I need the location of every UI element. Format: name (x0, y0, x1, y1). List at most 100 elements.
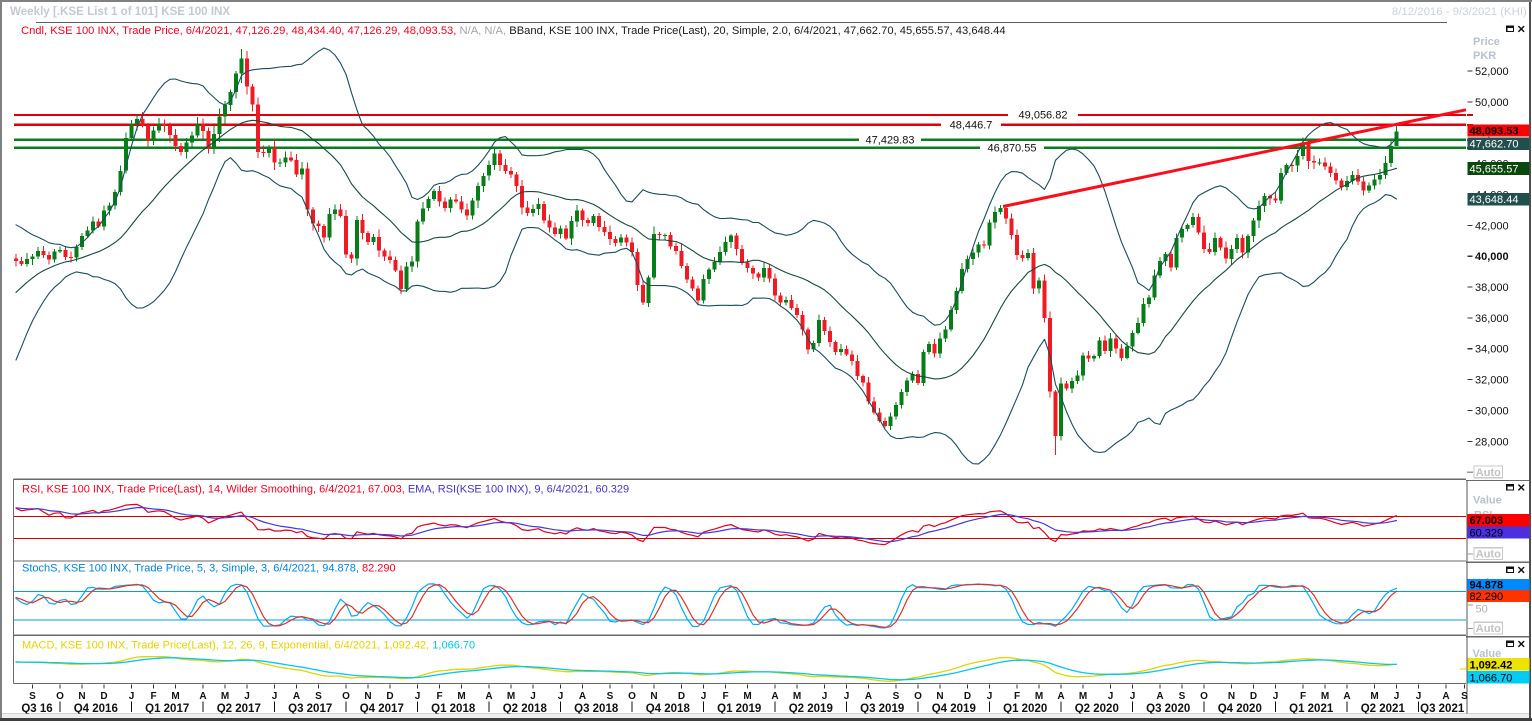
svg-text:A: A (485, 691, 492, 702)
svg-text:A: A (1343, 691, 1350, 702)
svg-text:O: O (1200, 691, 1208, 702)
svg-text:J: J (415, 691, 421, 702)
svg-text:Q3 2017: Q3 2017 (288, 703, 332, 715)
svg-text:Q2 2018: Q2 2018 (503, 703, 548, 715)
svg-text:Weekly [.KSE List 1 of 101] KS: Weekly [.KSE List 1 of 101] KSE 100 INX (10, 5, 230, 18)
svg-text:Q4 2019: Q4 2019 (932, 703, 976, 715)
svg-text:S: S (1461, 691, 1468, 702)
svg-text:RSI, KSE 100 INX, Trade Price(: RSI, KSE 100 INX, Trade Price(Last), 14,… (22, 484, 629, 496)
svg-text:A: A (1156, 691, 1163, 702)
svg-text:Q4 2020: Q4 2020 (1218, 703, 1262, 715)
svg-text:Q2 2019: Q2 2019 (789, 703, 833, 715)
svg-text:Q2 2021: Q2 2021 (1361, 703, 1406, 715)
svg-text:N: N (1228, 691, 1235, 702)
svg-text:J: J (558, 691, 564, 702)
svg-text:N: N (650, 691, 657, 702)
svg-text:A: A (199, 691, 206, 702)
svg-text:36,000: 36,000 (1475, 313, 1509, 325)
svg-text:D: D (1250, 691, 1257, 702)
svg-text:J: J (1416, 691, 1422, 702)
svg-text:F: F (1014, 691, 1020, 702)
svg-text:Auto: Auto (1476, 623, 1501, 635)
svg-text:A: A (1057, 691, 1064, 702)
svg-text:J: J (244, 691, 250, 702)
svg-text:Cndl, KSE 100 INX, Trade Price: Cndl, KSE 100 INX, Trade Price, 6/4/2021… (21, 25, 1006, 37)
svg-text:38,000: 38,000 (1475, 282, 1509, 294)
svg-text:F: F (150, 691, 156, 702)
svg-text:J: J (272, 691, 278, 702)
svg-text:A: A (293, 691, 300, 702)
svg-text:32,000: 32,000 (1475, 375, 1509, 387)
svg-text:F: F (722, 691, 728, 702)
svg-text:J: J (822, 691, 828, 702)
svg-text:48,093.53: 48,093.53 (1470, 126, 1519, 138)
svg-text:49,056.82: 49,056.82 (1019, 110, 1068, 122)
svg-text:N: N (78, 691, 85, 702)
svg-text:D: D (100, 691, 107, 702)
svg-text:47,662.70: 47,662.70 (1470, 139, 1519, 151)
svg-text:M: M (457, 691, 465, 702)
svg-text:Q3 2019: Q3 2019 (860, 703, 904, 715)
svg-text:Q1 2021: Q1 2021 (1289, 703, 1334, 715)
svg-text:M: M (171, 691, 179, 702)
svg-text:F: F (1300, 691, 1306, 702)
svg-text:A: A (771, 691, 778, 702)
svg-text:46,870.55: 46,870.55 (988, 142, 1037, 154)
svg-text:M: M (1079, 691, 1087, 702)
svg-text:40,000: 40,000 (1475, 251, 1509, 263)
svg-text:Q1 2017: Q1 2017 (145, 703, 189, 715)
svg-text:N: N (364, 691, 371, 702)
svg-text:J: J (129, 691, 135, 702)
svg-text:S: S (1179, 691, 1186, 702)
svg-text:Value: Value (1473, 495, 1502, 507)
svg-text:Auto: Auto (1476, 549, 1501, 561)
svg-text:52,000: 52,000 (1475, 66, 1509, 78)
svg-text:O: O (628, 691, 636, 702)
svg-text:Q2 2017: Q2 2017 (217, 703, 261, 715)
svg-text:N: N (936, 691, 943, 702)
svg-text:F: F (436, 691, 442, 702)
svg-text:1,092.42: 1,092.42 (1470, 659, 1513, 671)
svg-text:Q1 2018: Q1 2018 (431, 703, 476, 715)
svg-text:D: D (386, 691, 393, 702)
svg-text:Auto: Auto (1476, 467, 1501, 479)
svg-text:A: A (865, 691, 872, 702)
svg-text:S: S (893, 691, 900, 702)
svg-text:O: O (914, 691, 922, 702)
svg-text:M: M (1321, 691, 1329, 702)
svg-text:1,066.70: 1,066.70 (1470, 672, 1513, 684)
svg-text:D: D (678, 691, 685, 702)
svg-text:Price: Price (1473, 36, 1500, 48)
svg-text:Value: Value (1473, 648, 1502, 660)
svg-text:M: M (793, 691, 801, 702)
svg-text:Q4 2016: Q4 2016 (74, 703, 118, 715)
svg-text:45,655.57: 45,655.57 (1470, 164, 1519, 176)
svg-text:28,000: 28,000 (1475, 436, 1509, 448)
svg-text:Q3 16: Q3 16 (21, 703, 52, 715)
svg-text:Q2 2020: Q2 2020 (1075, 703, 1119, 715)
svg-text:Q1 2019: Q1 2019 (717, 703, 761, 715)
svg-text:J: J (844, 691, 850, 702)
svg-text:8/12/2016 - 9/3/2021 (KHI): 8/12/2016 - 9/3/2021 (KHI) (1392, 6, 1527, 18)
svg-text:Q3 2018: Q3 2018 (574, 703, 619, 715)
svg-text:S: S (29, 691, 36, 702)
svg-text:StochS, KSE 100 INX, Trade Pri: StochS, KSE 100 INX, Trade Price, 5, 3, … (22, 563, 396, 575)
svg-text:A: A (1442, 691, 1449, 702)
svg-text:48,446.7: 48,446.7 (950, 119, 993, 131)
svg-text:94.878: 94.878 (1470, 580, 1504, 592)
svg-text:A: A (579, 691, 586, 702)
svg-text:34,000: 34,000 (1475, 344, 1509, 356)
svg-text:M: M (1370, 691, 1378, 702)
svg-text:50: 50 (1476, 603, 1488, 615)
svg-text:J: J (701, 691, 707, 702)
svg-text:42,000: 42,000 (1475, 220, 1509, 232)
svg-text:MACD, KSE 100 INX, Trade Price: MACD, KSE 100 INX, Trade Price(Last), 12… (22, 640, 475, 652)
svg-text:J: J (1108, 691, 1114, 702)
svg-text:M: M (507, 691, 515, 702)
svg-text:S: S (607, 691, 614, 702)
svg-text:50,000: 50,000 (1475, 97, 1509, 109)
svg-text:Q4 2018: Q4 2018 (646, 703, 691, 715)
svg-text:M: M (1035, 691, 1043, 702)
svg-text:M: M (743, 691, 751, 702)
svg-text:Q4 2017: Q4 2017 (360, 703, 404, 715)
